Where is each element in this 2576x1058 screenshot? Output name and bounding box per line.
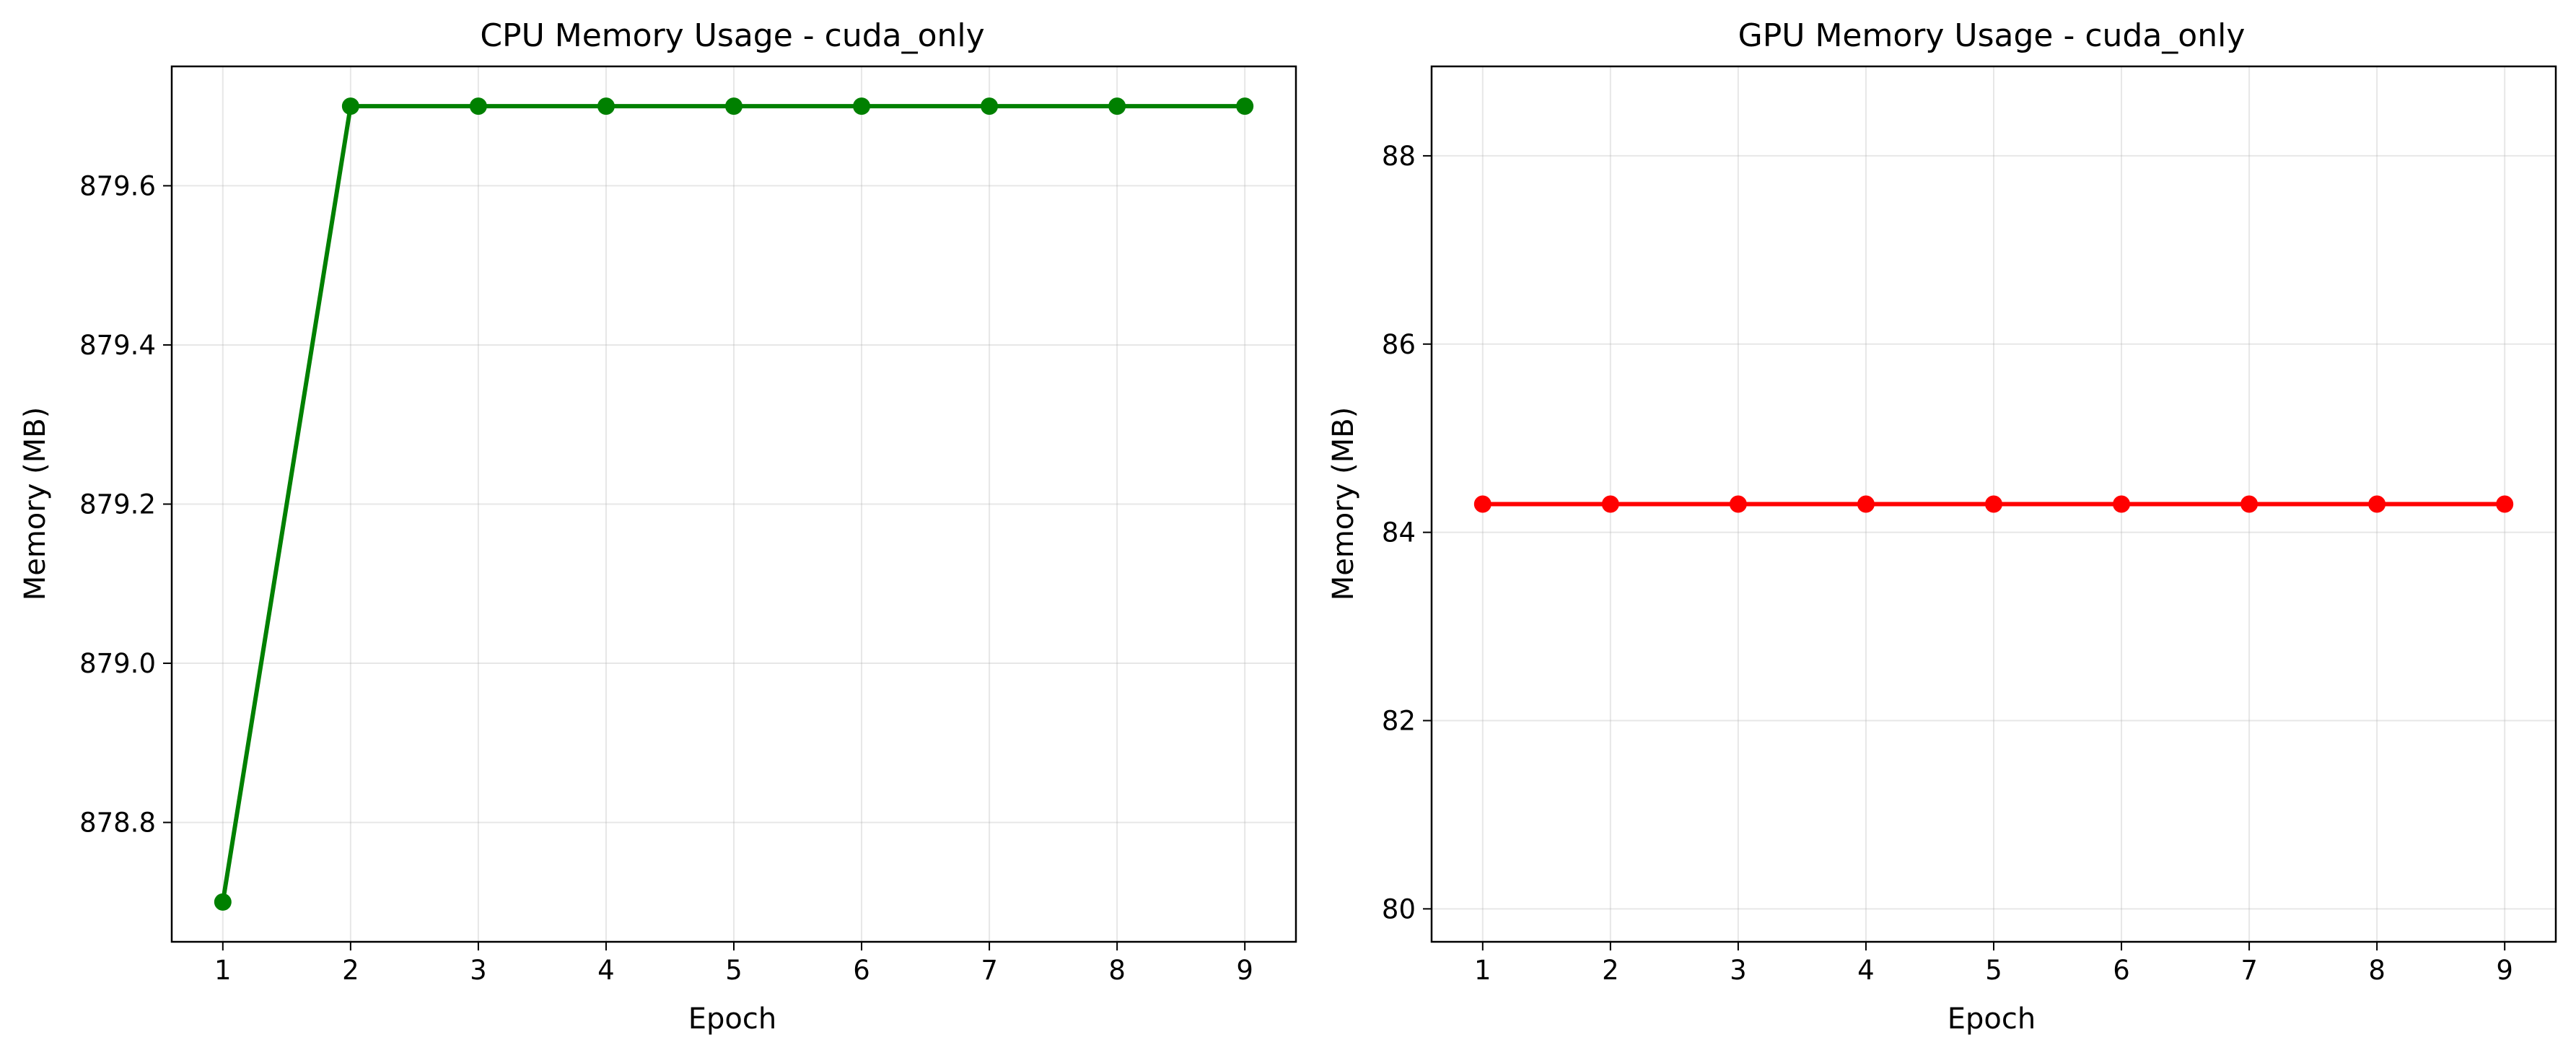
data-point [1857,495,1875,513]
data-point [1601,495,1619,513]
data-point [597,97,615,115]
y-tick-label: 86 [1382,329,1416,360]
x-tick-label: 3 [470,955,487,986]
plot-frame [1430,65,2557,943]
y-tick-label: 879.6 [79,170,156,201]
y-tick-label: 82 [1382,705,1416,736]
x-tick-label: 2 [1602,955,1619,986]
x-tick-label: 8 [1108,955,1126,986]
x-tick-label: 6 [2113,955,2130,986]
data-point [1985,495,2002,513]
x-tick-label: 9 [2496,955,2513,986]
x-tick-label: 5 [725,955,742,986]
y-tick-label: 879.4 [79,330,156,361]
data-point [2113,495,2131,513]
data-point [981,97,999,115]
x-tick-label: 5 [1985,955,2002,986]
x-axis-label: Epoch [688,1002,776,1036]
x-tick-label: 1 [214,955,232,986]
y-tick-label: 879.0 [79,648,156,679]
x-tick-label: 4 [597,955,615,986]
data-point [214,893,232,911]
chart-title: CPU Memory Usage - cuda_only [480,17,984,54]
y-axis-label: Memory (MB) [1327,407,1360,601]
y-tick-label: 878.8 [79,808,156,839]
x-tick-label: 7 [2240,955,2258,986]
y-tick-label: 879.2 [79,489,156,520]
data-point [1473,495,1491,513]
cpu-memory-chart: CPU Memory Usage - cuda_only Epoch Memor… [19,17,1297,1036]
data-point [2240,495,2259,513]
x-tick-label: 1 [1474,955,1491,986]
x-tick-label: 9 [1236,955,1253,986]
y-tick-label: 84 [1382,517,1416,548]
x-tick-label: 6 [853,955,870,986]
y-tick-label: 80 [1382,893,1416,924]
chart-title: GPU Memory Usage - cuda_only [1738,17,2246,54]
data-point [725,97,742,115]
data-point [2368,495,2386,513]
x-tick-label: 4 [1857,955,1875,986]
data-point [1729,495,1747,513]
data-point [1108,97,1126,115]
x-tick-label: 3 [1730,955,1747,986]
x-tick-label: 2 [342,955,359,986]
y-axis-label: Memory (MB) [19,407,52,601]
x-tick-label: 8 [2368,955,2386,986]
gpu-memory-chart: GPU Memory Usage - cuda_only Epoch Memor… [1327,17,2557,1036]
y-tick-label: 88 [1382,141,1416,172]
x-tick-label: 7 [981,955,998,986]
data-point [341,97,359,115]
data-point [853,97,871,115]
data-point [1236,97,1254,115]
plot-frame [170,65,1297,943]
x-axis-label: Epoch [1948,1002,2036,1036]
data-point [469,97,487,115]
data-point [2496,495,2514,513]
